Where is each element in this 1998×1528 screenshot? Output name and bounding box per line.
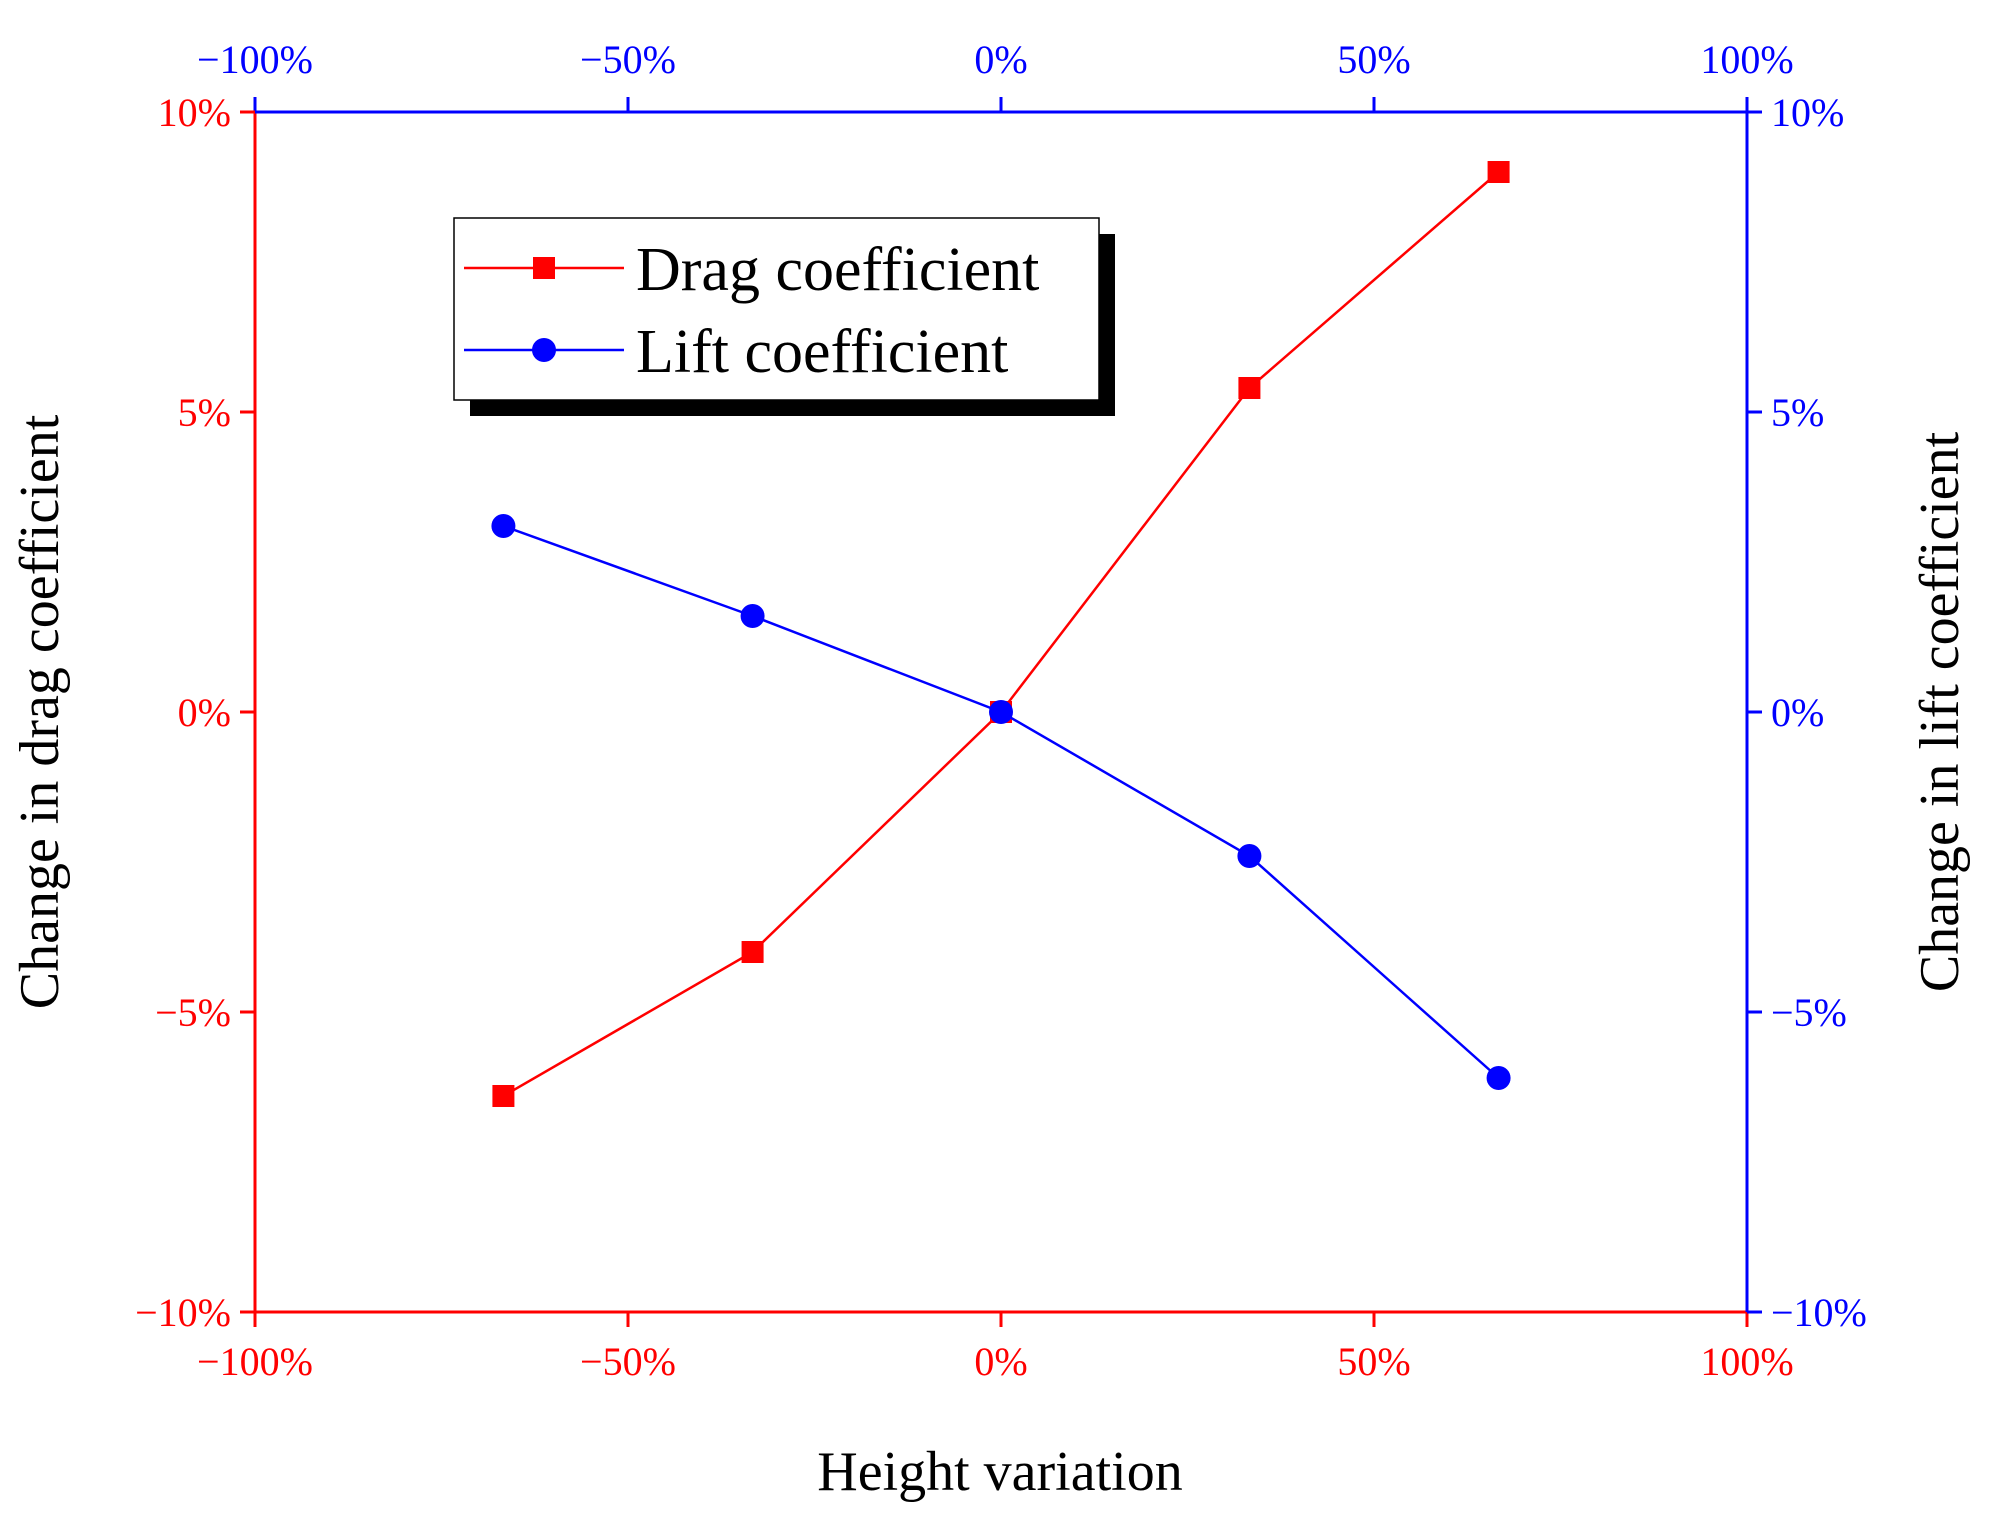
right-y-axis-title: Change in lift coefficient	[1909, 431, 1971, 992]
legend-lift-label: Lift coefficient	[636, 318, 1008, 386]
drag-data-point	[1487, 161, 1510, 183]
lift-data-point	[1486, 1066, 1511, 1090]
lift-data-point	[989, 700, 1013, 724]
legend-lift-marker	[532, 338, 556, 362]
axes-layer: −100%−100%−50%−50%0%0%50%50%100%100%−10%…	[135, 37, 1867, 1384]
legend-box	[453, 217, 1100, 401]
bottom-x-tick-label: 100%	[1700, 1339, 1793, 1384]
top-x-tick-label: −50%	[580, 37, 676, 82]
right-y-tick-label: 10%	[1771, 90, 1844, 135]
drag-data-point	[1238, 377, 1261, 399]
legend-drag-marker	[533, 257, 555, 279]
right-y-tick-label: −5%	[1771, 990, 1847, 1035]
top-x-tick-label: −100%	[197, 37, 313, 82]
lift-data-point	[491, 514, 516, 538]
left-y-axis-title: Change in drag coefficient	[9, 414, 71, 1009]
lift-series-line	[502, 524, 1500, 1079]
legend-drag-label: Drag coefficient	[636, 236, 1039, 304]
bottom-x-tick-label: −50%	[580, 1339, 676, 1384]
lift-data-point	[1237, 844, 1262, 868]
top-x-tick-label: 0%	[974, 37, 1027, 82]
left-y-tick-label: 10%	[158, 90, 231, 135]
top-x-tick-label: 100%	[1700, 37, 1793, 82]
lift-data-point	[740, 604, 765, 628]
x-axis-title: Height variation	[817, 1441, 1182, 1503]
right-y-tick-label: 5%	[1771, 390, 1824, 435]
legend: Drag coefficient Lift coefficient	[453, 217, 1115, 416]
right-y-tick-label: 0%	[1771, 690, 1824, 735]
drag-data-point	[741, 941, 764, 963]
drag-data-point	[492, 1085, 515, 1107]
top-x-tick-label: 50%	[1337, 37, 1410, 82]
bottom-x-tick-label: 0%	[974, 1339, 1027, 1384]
left-y-tick-label: −5%	[155, 990, 231, 1035]
series-layer	[491, 161, 1511, 1107]
bottom-x-tick-label: 50%	[1337, 1339, 1410, 1384]
left-y-tick-label: 0%	[178, 690, 231, 735]
left-y-tick-label: 5%	[178, 390, 231, 435]
left-y-tick-label: −10%	[135, 1290, 231, 1335]
bottom-x-tick-label: −100%	[197, 1339, 313, 1384]
right-y-tick-label: −10%	[1771, 1290, 1867, 1335]
